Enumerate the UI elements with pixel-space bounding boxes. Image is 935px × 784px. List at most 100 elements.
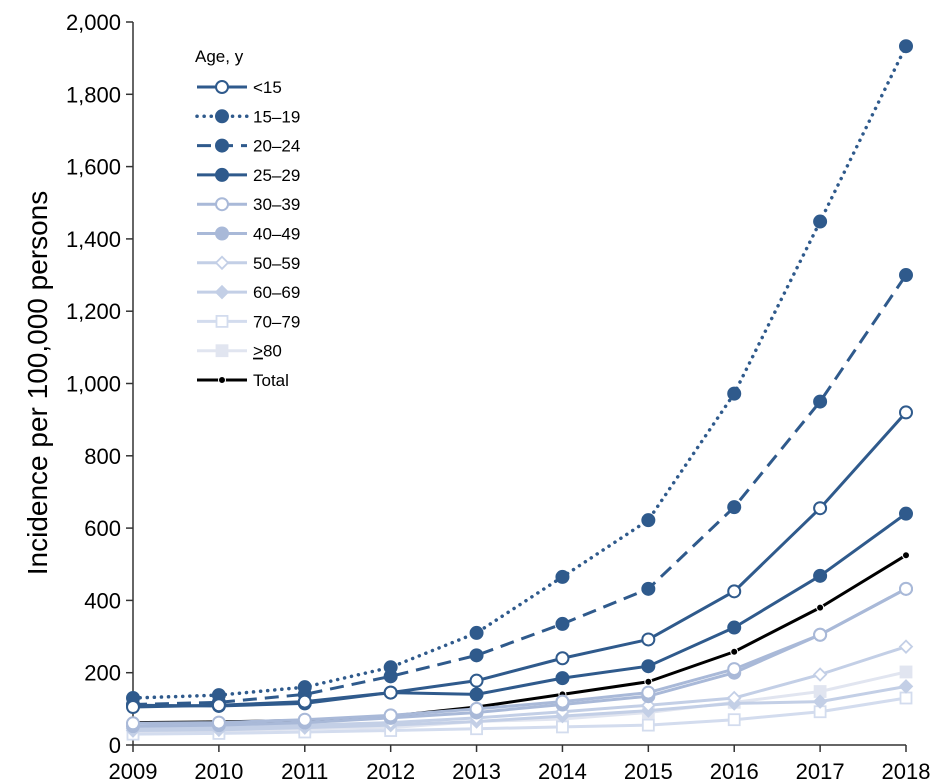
legend-swatch-marker [215,138,229,153]
series-line [132,587,907,725]
legend-swatch-marker [215,167,229,182]
legend: Age, y <15 15–19 20–24 25–29 30–39 40–49 50–59 6… [195,47,300,390]
data-point [727,620,742,635]
series-30-39 [126,581,913,731]
legend-item-Total: Total [197,371,289,390]
data-point [383,685,398,700]
series-line [132,684,907,733]
data-point [469,673,484,688]
legend-swatch-marker [215,109,229,124]
y-tick-label: 1,600 [66,155,121,180]
data-point [898,679,914,694]
series-line [132,553,907,725]
data-point [641,581,656,596]
data-point [902,551,910,560]
x-tick-label: 2018 [882,759,931,784]
legend-swatch-marker [215,80,229,94]
legend-swatch-marker [215,226,229,241]
data-point [812,694,828,709]
legend-item-15-19: 15–19 [195,107,300,126]
legend-item-30-39: 30–39 [197,195,300,214]
axes: 0 200 400 600 800 1,000 1,200 1,400 1,600 1,800 2,… [66,10,931,784]
data-point [730,647,739,656]
data-point [812,667,828,682]
legend-swatch-marker [218,376,226,384]
data-point [816,603,825,612]
data-point [813,394,828,409]
data-point [469,687,484,702]
data-point [899,581,913,596]
data-point [555,694,570,709]
series-line [132,696,907,736]
legend-label: <15 [253,78,282,97]
data-point [813,627,828,642]
data-point [469,648,484,663]
data-point [726,690,742,706]
data-point [899,405,913,420]
data-point [469,625,484,640]
data-point [641,718,655,732]
data-point [898,639,914,654]
data-point [126,700,140,715]
data-point [813,568,828,583]
legend-label: 20–24 [253,137,300,156]
data-point [727,584,742,599]
data-point [813,501,828,516]
data-point [899,506,913,521]
x-tick-label: 2016 [710,759,759,784]
series-line [132,274,908,707]
legend-swatch-marker [214,284,230,300]
data-point [899,665,913,679]
y-tick-label: 1,000 [66,372,121,397]
legend-item-60-69: 60–69 [197,283,300,302]
series-line [132,645,907,731]
data-point [727,713,741,727]
series-layer [125,39,914,741]
legend-label: 25–29 [253,166,300,185]
y-tick-label: 2,000 [66,10,121,35]
data-point [899,691,913,705]
legend-label: 15–19 [253,107,300,126]
data-point [555,616,570,631]
legend-label: 60–69 [253,283,300,302]
legend-item-25-29: 25–29 [197,166,300,185]
legend-item-50-59: 50–59 [197,254,300,273]
legend-item-20-24: 20–24 [197,137,300,156]
y-tick-label: 1,800 [66,82,121,107]
y-tick-label: 600 [84,516,121,541]
data-point [383,660,398,675]
series-15 [126,405,913,715]
series-line [131,44,908,700]
x-tick-label: 2014 [538,759,587,784]
y-tick-label: 1,400 [66,227,121,252]
data-point [727,662,742,677]
data-point [641,513,656,528]
legend-item-15: <15 [197,78,282,97]
x-tick-label: 2017 [796,759,845,784]
y-tick-label: 1,200 [66,299,121,324]
legend-swatch-marker [215,314,229,328]
data-point [555,651,570,666]
x-tick-label: 2015 [624,759,673,784]
series-line [132,587,907,728]
data-point [469,701,484,716]
y-tick-label: 400 [84,588,121,613]
data-point [126,716,140,731]
data-point [641,659,656,674]
legend-label: 30–39 [253,195,300,214]
y-tick-label: 800 [84,444,121,469]
data-point [727,386,742,401]
data-point [297,694,312,709]
series-line [132,512,907,708]
data-point [555,569,570,584]
legend-label: 70–79 [253,312,300,331]
legend-item-40-49: 40–49 [197,225,300,244]
data-point [297,712,312,727]
legend-item-80: >80 [197,342,282,361]
data-point [641,685,656,700]
legend-swatch-marker [215,197,229,212]
legend-title: Age, y [195,47,244,66]
series-15-19 [126,39,913,706]
legend-swatch-marker [214,255,230,271]
data-point [297,680,312,695]
